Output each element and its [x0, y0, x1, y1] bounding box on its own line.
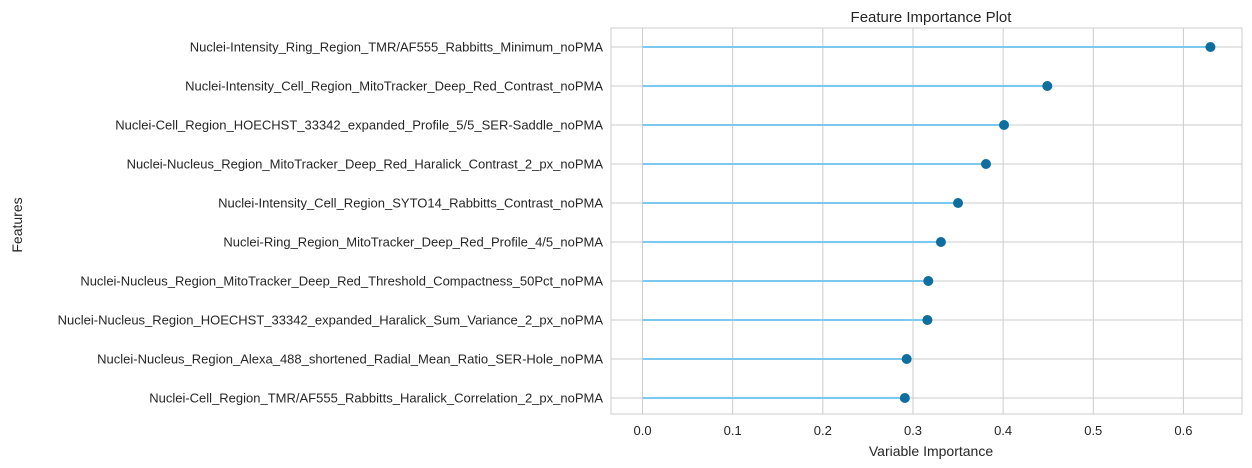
importance-point [935, 237, 946, 247]
importance-point [953, 198, 964, 208]
feature-label: Nuclei-Intensity_Cell_Region_SYTO14_Rabb… [218, 196, 603, 211]
feature-label: Nuclei-Cell_Region_TMR/AF555_Rabbitts_Ha… [149, 391, 603, 406]
importance-point [923, 276, 934, 286]
importance-point [901, 354, 912, 364]
marker-layer [899, 42, 1216, 403]
x-tick-labels: 0.0 0.1 0.2 0.3 0.4 0.5 0.6 [634, 423, 1193, 438]
x-tick-label: 0.2 [814, 423, 832, 438]
feature-label: Nuclei-Cell_Region_HOECHST_33342_expande… [115, 118, 603, 133]
x-axis-title: Variable Importance [869, 443, 993, 459]
importance-point [1205, 42, 1216, 52]
x-tick-label: 0.6 [1174, 423, 1192, 438]
x-tick-label: 0.4 [994, 423, 1012, 438]
y-axis-title: Features [9, 197, 25, 252]
chart-title: Feature Importance Plot [851, 9, 1013, 26]
importance-point [999, 120, 1010, 130]
feature-label: Nuclei-Intensity_Cell_Region_MitoTracker… [185, 79, 603, 94]
x-tick-label: 0.1 [724, 423, 742, 438]
feature-label: Nuclei-Nucleus_Region_MitoTracker_Deep_R… [127, 157, 604, 172]
feature-label: Nuclei-Nucleus_Region_MitoTracker_Deep_R… [80, 274, 603, 289]
feature-label: Nuclei-Nucleus_Region_Alexa_488_shortene… [97, 352, 603, 367]
feature-label: Nuclei-Nucleus_Region_HOECHST_33342_expa… [58, 313, 604, 328]
stem-layer [642, 46, 1211, 399]
x-tick-label: 0.3 [904, 423, 922, 438]
importance-point [899, 393, 910, 403]
plot-frame [610, 27, 1243, 415]
x-tick-label: 0.5 [1084, 423, 1102, 438]
importance-point [1042, 81, 1053, 91]
x-tick-label: 0.0 [634, 423, 652, 438]
feature-label: Nuclei-Ring_Region_MitoTracker_Deep_Red_… [223, 235, 603, 250]
y-tick-labels: Nuclei-Intensity_Ring_Region_TMR/AF555_R… [58, 40, 604, 406]
importance-point [980, 159, 991, 169]
feature-label: Nuclei-Intensity_Ring_Region_TMR/AF555_R… [190, 40, 604, 55]
importance-point [922, 315, 933, 325]
